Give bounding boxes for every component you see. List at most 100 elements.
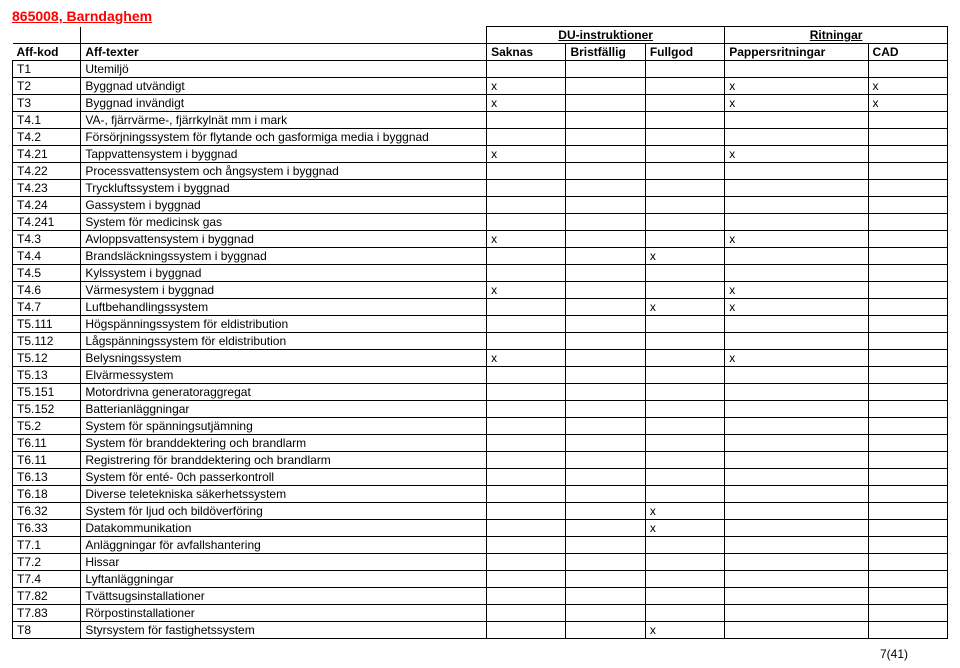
cell-kod: T6.18: [13, 486, 81, 503]
cell-brist: [566, 282, 645, 299]
cell-text: Rörpostinstallationer: [81, 605, 487, 622]
cell-cad: [868, 469, 947, 486]
cell-full: [645, 571, 724, 588]
cell-cad: [868, 486, 947, 503]
cell-papper: [725, 384, 868, 401]
cell-text: System för spänningsutjämning: [81, 418, 487, 435]
cell-kod: T5.12: [13, 350, 81, 367]
cell-papper: [725, 333, 868, 350]
cell-saknas: [487, 61, 566, 78]
cell-papper: x: [725, 282, 868, 299]
table-row: T7.82Tvättsugsinstallationer: [13, 588, 948, 605]
cell-kod: T7.82: [13, 588, 81, 605]
cell-full: x: [645, 299, 724, 316]
cell-brist: [566, 61, 645, 78]
cell-saknas: [487, 486, 566, 503]
cell-text: Utemiljö: [81, 61, 487, 78]
cell-papper: [725, 622, 868, 639]
cell-kod: T6.11: [13, 435, 81, 452]
cell-papper: [725, 180, 868, 197]
cell-cad: [868, 180, 947, 197]
cell-brist: [566, 537, 645, 554]
header-kod: Aff-kod: [13, 44, 81, 61]
cell-brist: [566, 180, 645, 197]
ritningar-group-header: Ritningar: [725, 27, 948, 44]
cell-full: [645, 214, 724, 231]
cell-cad: [868, 265, 947, 282]
cell-cad: [868, 112, 947, 129]
cell-text: Registrering för branddektering och bran…: [81, 452, 487, 469]
cell-full: [645, 384, 724, 401]
cell-kod: T6.13: [13, 469, 81, 486]
cell-saknas: [487, 163, 566, 180]
cell-saknas: [487, 435, 566, 452]
cell-saknas: [487, 384, 566, 401]
cell-kod: T5.112: [13, 333, 81, 350]
cell-cad: [868, 622, 947, 639]
cell-full: [645, 95, 724, 112]
cell-kod: T7.83: [13, 605, 81, 622]
cell-brist: [566, 163, 645, 180]
cell-saknas: [487, 248, 566, 265]
cell-papper: [725, 571, 868, 588]
cell-papper: [725, 486, 868, 503]
cell-brist: [566, 401, 645, 418]
cell-saknas: x: [487, 282, 566, 299]
cell-full: [645, 333, 724, 350]
cell-cad: [868, 316, 947, 333]
cell-saknas: [487, 214, 566, 231]
cell-brist: [566, 316, 645, 333]
table-row: T5.2System för spänningsutjämning: [13, 418, 948, 435]
cell-text: System för medicinsk gas: [81, 214, 487, 231]
cell-saknas: [487, 299, 566, 316]
table-row: T4.5Kylssystem i byggnad: [13, 265, 948, 282]
table-row: T4.2Försörjningssystem för flytande och …: [13, 129, 948, 146]
cell-full: [645, 231, 724, 248]
cell-cad: [868, 299, 947, 316]
cell-full: [645, 435, 724, 452]
table-row: T5.12Belysningssystemxx: [13, 350, 948, 367]
table-row: T4.21Tappvattensystem i byggnadxx: [13, 146, 948, 163]
column-header-row: Aff-kod Aff-texter Saknas Bristfällig Fu…: [13, 44, 948, 61]
cell-saknas: [487, 112, 566, 129]
table-row: T7.2Hissar: [13, 554, 948, 571]
header-cad: CAD: [868, 44, 947, 61]
cell-papper: x: [725, 146, 868, 163]
cell-saknas: [487, 520, 566, 537]
cell-papper: [725, 469, 868, 486]
cell-full: x: [645, 520, 724, 537]
cell-cad: [868, 214, 947, 231]
cell-papper: [725, 401, 868, 418]
cell-kod: T7.2: [13, 554, 81, 571]
cell-full: [645, 554, 724, 571]
cell-brist: [566, 265, 645, 282]
cell-saknas: [487, 469, 566, 486]
table-row: T4.23Tryckluftssystem i byggnad: [13, 180, 948, 197]
table-row: T1Utemiljö: [13, 61, 948, 78]
cell-brist: [566, 418, 645, 435]
cell-brist: [566, 112, 645, 129]
cell-cad: [868, 418, 947, 435]
table-row: T6.33Datakommunikationx: [13, 520, 948, 537]
cell-cad: [868, 333, 947, 350]
cell-text: Byggnad utvändigt: [81, 78, 487, 95]
du-group-header: DU-instruktioner: [487, 27, 725, 44]
cell-cad: [868, 197, 947, 214]
header-brist: Bristfällig: [566, 44, 645, 61]
cell-saknas: [487, 129, 566, 146]
table-row: T4.6Värmesystem i byggnadxx: [13, 282, 948, 299]
cell-papper: x: [725, 231, 868, 248]
cell-brist: [566, 452, 645, 469]
cell-brist: [566, 350, 645, 367]
instruction-table: DU-instruktioner Ritningar Aff-kod Aff-t…: [12, 26, 948, 639]
cell-cad: [868, 129, 947, 146]
blank-header: [81, 27, 487, 44]
table-row: T7.83Rörpostinstallationer: [13, 605, 948, 622]
cell-full: [645, 588, 724, 605]
table-row: T2Byggnad utvändigtxxx: [13, 78, 948, 95]
cell-saknas: x: [487, 350, 566, 367]
cell-kod: T5.151: [13, 384, 81, 401]
cell-kod: T4.3: [13, 231, 81, 248]
cell-full: [645, 61, 724, 78]
cell-full: [645, 418, 724, 435]
